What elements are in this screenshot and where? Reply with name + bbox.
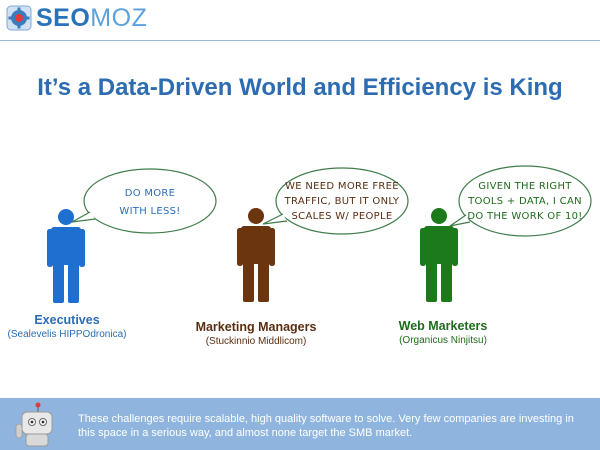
persona-subtitle-executives: (Sealevelis HIPPOdronica) [7, 329, 127, 340]
persona-name-web-marketers: Web Marketers [398, 319, 488, 333]
slide-title: It’s a Data-Driven World and Efficiency … [37, 74, 563, 101]
bubble-line: DO MORE [125, 188, 176, 199]
logo-seo-text: SEO [36, 4, 91, 32]
persona-name-executives: Executives [34, 313, 100, 327]
seomoz-logo[interactable]: SEOMOZ [6, 3, 147, 33]
bubble-line: TRAFFIC, BUT IT ONLY [284, 196, 400, 207]
person-icon [420, 208, 458, 302]
footer-text: These challenges require scalable, high … [78, 413, 574, 439]
logo-moz-text: MOZ [90, 4, 148, 32]
speech-bubble-executives: DO MORE WITH LESS! [71, 168, 217, 234]
persona-subtitle-marketing-managers: (Stuckinnio Middlicom) [205, 336, 307, 347]
bubble-line: GIVEN THE RIGHT [478, 181, 572, 192]
speech-bubble-marketing-managers: WE NEED MORE FREE TRAFFIC, BUT IT ONLY S… [262, 167, 409, 235]
header-bar: SEOMOZ [0, 0, 600, 41]
bubble-line: WITH LESS! [119, 206, 180, 217]
bubble-line: SCALES W/ PEOPLE [292, 211, 393, 222]
person-icon [47, 209, 85, 303]
robot-icon [15, 402, 53, 447]
bubble-line: TOOLS + DATA, I CAN [467, 196, 582, 207]
person-icon [237, 208, 275, 302]
footer-band: These challenges require scalable, high … [0, 398, 600, 450]
bubble-line: DO THE WORK OF 10! [467, 211, 582, 222]
speech-bubble-web-marketers: GIVEN THE RIGHT TOOLS + DATA, I CAN DO T… [449, 165, 592, 237]
persona-name-marketing-managers: Marketing Managers [195, 320, 317, 334]
persona-illustration: DO MORE WITH LESS! WE NEED MORE FREE TRA… [47, 165, 592, 303]
bubble-line: WE NEED MORE FREE [285, 181, 399, 192]
gear-icon [6, 5, 32, 31]
persona-subtitle-web-marketers: (Organicus Ninjitsu) [399, 335, 487, 346]
